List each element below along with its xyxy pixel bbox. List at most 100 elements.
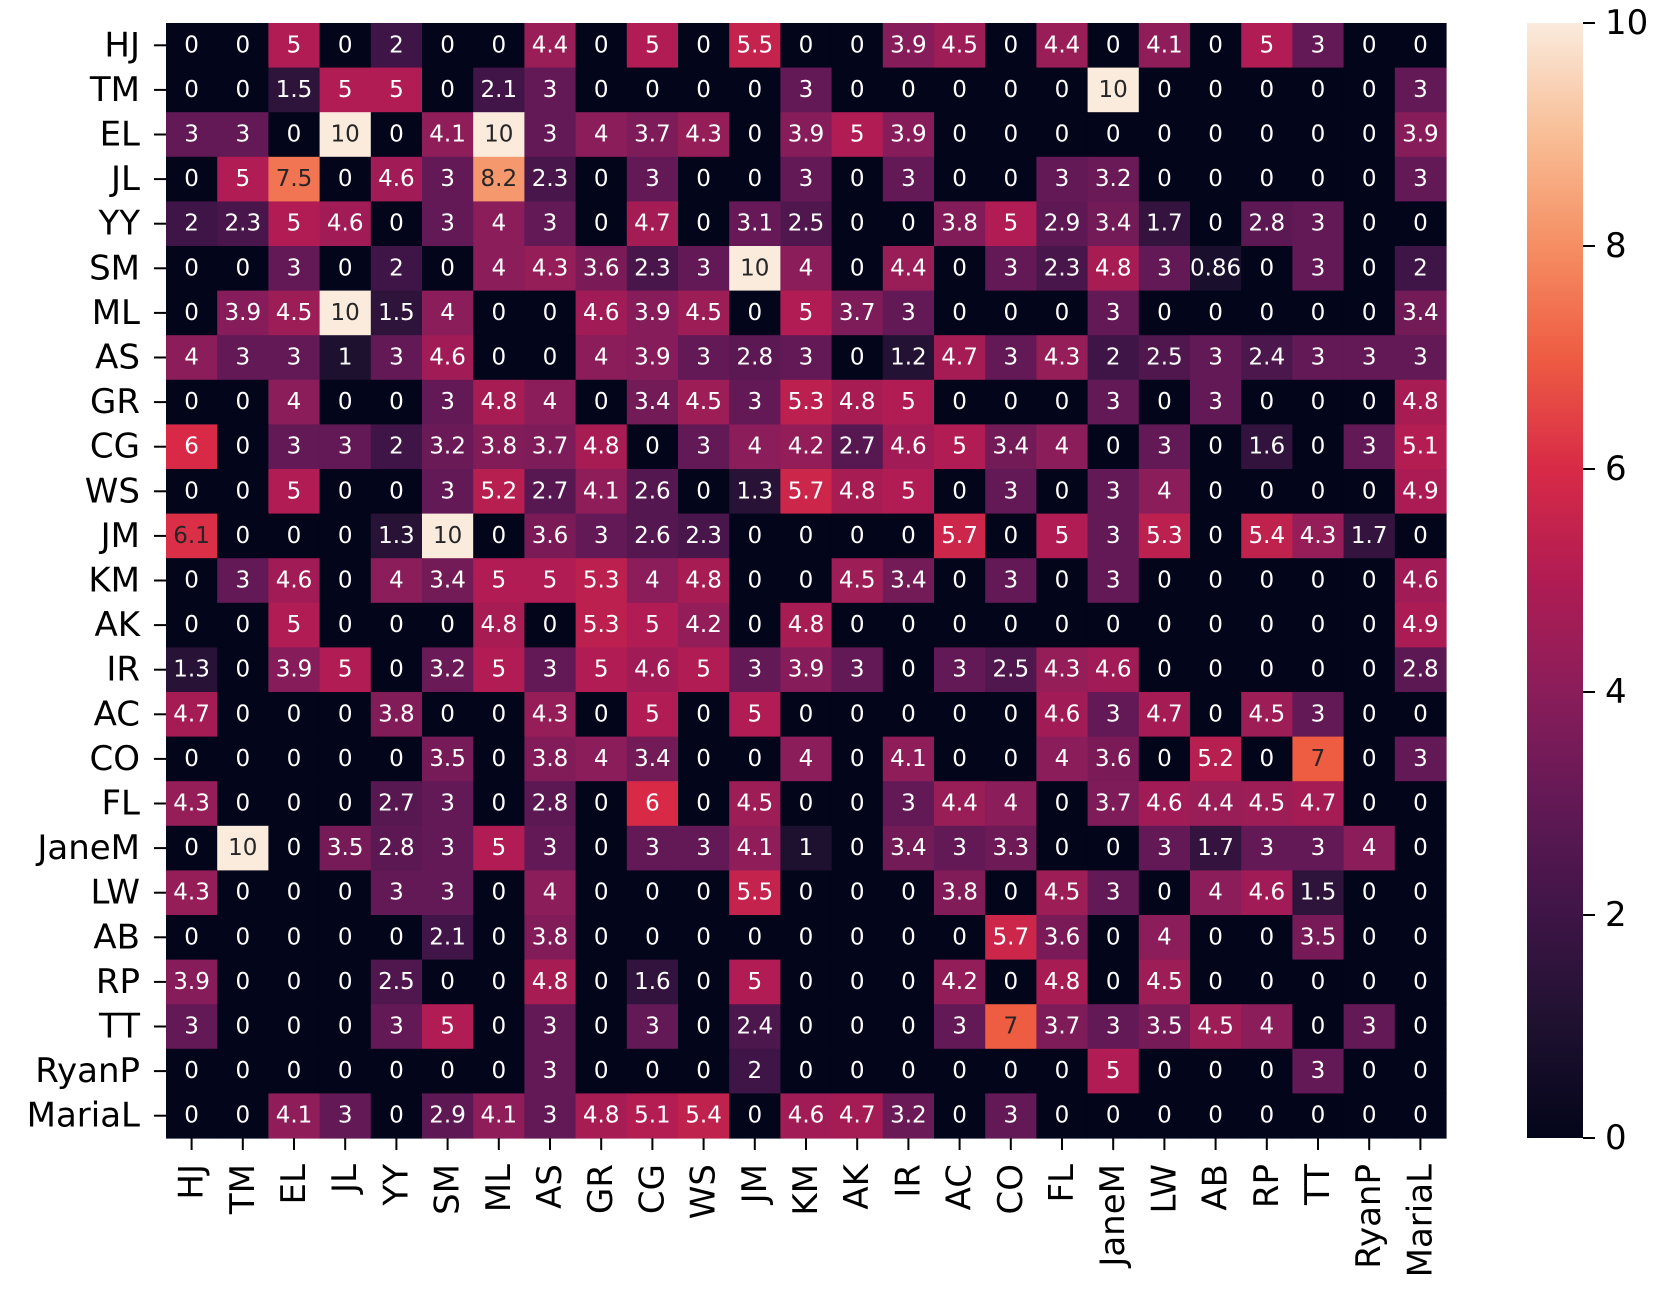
heatmap-cell [1190,825,1242,871]
heatmap-cell [1087,67,1140,113]
cell-value-label: 3 [901,791,916,817]
cell-value-label: 0 [1259,166,1274,192]
cell-value-label: 0 [1413,791,1428,817]
heatmap-cell [882,1004,935,1050]
heatmap-cell [626,424,679,470]
cell-value-label: 4.4 [1044,32,1081,58]
cell-value-label: 0 [491,924,506,950]
heatmap-cell [1138,736,1191,782]
heatmap-cell [729,870,781,916]
heatmap-cell [831,513,884,559]
heatmap-cell [831,156,884,202]
colorbar: 0 2 4 6 8 10 [1527,3,1648,1158]
heatmap-cell [729,335,781,381]
heatmap-cell [1087,424,1140,470]
heatmap-cell [1241,692,1293,738]
cell-value-label: 4 [1157,924,1172,950]
cell-value-label: 3 [543,835,558,861]
heatmap-cell [934,513,986,559]
cell-value-label: 0 [901,924,916,950]
heatmap-cell [985,67,1037,113]
cell-value-label: 5 [338,657,353,683]
heatmap-cell [985,825,1037,871]
cell-value-label: 0 [235,612,250,638]
cell-value-label: 0 [1259,389,1274,415]
heatmap-cell [985,915,1037,961]
heatmap-cell [1343,67,1396,113]
heatmap-cell [268,290,321,336]
cell-value-label: 5 [287,478,302,504]
cell-value-label: 1.6 [634,969,671,995]
heatmap-cell [319,602,372,648]
heatmap-cell [985,246,1037,292]
heatmap-cell [217,1004,269,1050]
cell-value-label: 4.8 [788,612,825,638]
heatmap-cell [1036,558,1089,604]
heatmap-cell [319,825,372,871]
cell-value-label: 0 [1055,300,1070,326]
heatmap-cell [422,246,474,292]
cell-value-label: 5 [235,166,250,192]
heatmap-cell [1241,870,1293,916]
cell-value-label: 0 [1208,300,1223,326]
cell-value-label: 0 [1208,523,1223,549]
cell-value-label: 0 [952,389,967,415]
cell-value-label: 0 [1311,77,1326,103]
cell-value-label: 0 [1413,32,1428,58]
heatmap-cell [422,558,474,604]
cell-value-label: 4 [1208,880,1223,906]
heatmap-cell [370,781,423,827]
cell-value-label: 0 [1362,77,1377,103]
heatmap-cell [166,825,218,871]
cell-value-label: 5.7 [941,523,978,549]
cell-value-label: 5 [1259,32,1274,58]
heatmap-cell [268,335,321,381]
cell-value-label: 0 [287,523,302,549]
heatmap-cell [1343,825,1396,871]
cell-value-label: 2.5 [378,969,415,995]
heatmap-cell [1394,23,1447,69]
heatmap-cell [524,112,577,158]
heatmap-cell [831,112,884,158]
cell-value-label: 0 [1055,1058,1070,1084]
cell-value-label: 4.6 [788,1103,825,1129]
cell-value-label: 0 [389,122,404,148]
heatmap-cell [268,156,321,202]
cell-value-label: 0 [696,32,711,58]
heatmap-cell [1036,112,1089,158]
x-tick-label: JL [325,1164,365,1195]
heatmap-cell [626,647,679,693]
cell-value-label: 0 [645,880,660,906]
cell-value-label: 2 [747,1058,762,1084]
heatmap-cell [1292,915,1345,961]
cell-value-label: 7 [1311,746,1326,772]
heatmap-cell [217,959,269,1005]
heatmap-cell [1292,558,1345,604]
cell-value-label: 3.8 [532,746,569,772]
cell-value-label: 0 [1413,211,1428,237]
cell-value-label: 0 [1311,568,1326,594]
cell-value-label: 4 [287,389,302,415]
heatmap-cell [1292,825,1345,871]
heatmap-cell [217,290,269,336]
heatmap-cell [780,290,833,336]
cell-value-label: 0 [901,612,916,638]
heatmap-cell [1087,23,1140,69]
cell-value-label: 0 [1311,389,1326,415]
cell-value-label: 0 [235,657,250,683]
heatmap-cell [678,558,730,604]
heatmap-cell [319,469,372,515]
cell-value-label: 0 [594,389,609,415]
heatmap-cell [678,201,730,247]
heatmap-cell [1036,1004,1089,1050]
heatmap-cell [1190,469,1242,515]
cell-value-label: 0 [1055,77,1070,103]
heatmap-cell [1087,602,1140,648]
heatmap-cell [1292,424,1345,470]
heatmap-cell [524,246,577,292]
cell-value-label: 6 [645,791,660,817]
y-tick-label: HJ [104,25,140,65]
heatmap-cell [524,23,577,69]
heatmap-cell [422,469,474,515]
heatmap-cell [1087,1004,1140,1050]
